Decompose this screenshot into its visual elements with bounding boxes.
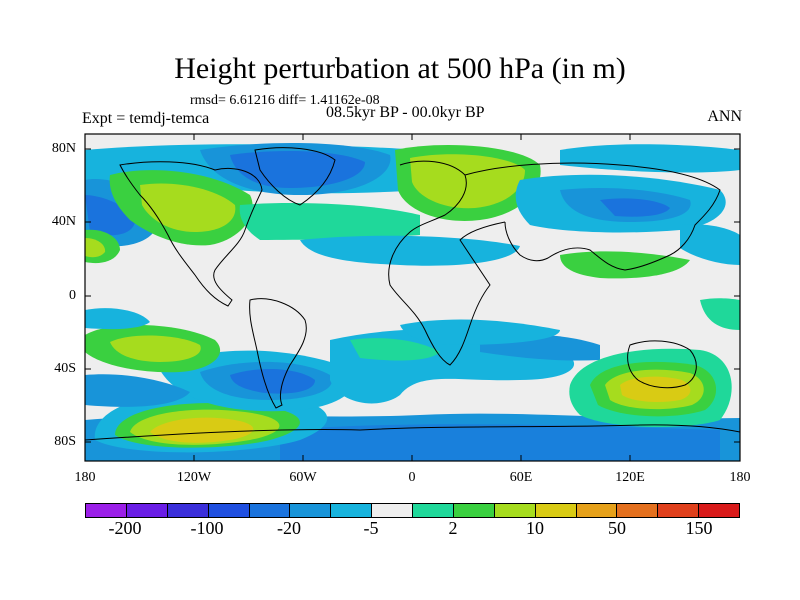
- lat-tick-label: 40S: [54, 361, 76, 376]
- lon-tick-label: 180: [729, 470, 751, 485]
- colorbar-swatch: [290, 504, 332, 517]
- colorbar-label: -100: [190, 518, 224, 538]
- lon-tick-label: 60W: [289, 470, 317, 485]
- map-title: Height perturbation at 500 hPa (in m): [174, 52, 626, 85]
- colorbar-swatch: [86, 504, 127, 517]
- colorbar-label: -20: [277, 518, 301, 538]
- contour-field: [85, 134, 740, 461]
- colorbar-swatch: [453, 504, 495, 517]
- lat-tick-label: 80N: [51, 141, 76, 156]
- colorbar-swatch: [167, 504, 209, 517]
- lon-tick-label: 120W: [176, 470, 212, 485]
- colorbar-label: -200: [108, 518, 142, 538]
- colorbar-label: 150: [685, 518, 713, 538]
- lon-tick-label: 120E: [615, 470, 645, 485]
- colorbar-swatch: [535, 504, 577, 517]
- coastlines: [85, 147, 740, 441]
- colorbar-swatch: [249, 504, 291, 517]
- colorbar-swatch: [413, 504, 454, 517]
- colorbar-swatch: [699, 504, 739, 517]
- colorbar-swatch: [576, 504, 618, 517]
- colorbar-swatch: [658, 504, 700, 517]
- colorbar: [85, 503, 740, 518]
- colorbar-swatch: [617, 504, 659, 517]
- colorbar-swatch: [331, 504, 373, 517]
- colorbar-label: 50: [608, 518, 626, 538]
- colorbar-label: -5: [363, 518, 379, 538]
- lat-tick-label: 40N: [51, 214, 76, 229]
- colorbar-swatch: [208, 504, 250, 517]
- colorbar-swatch: [126, 504, 168, 517]
- lon-tick-label: 0: [408, 470, 416, 485]
- experiment-label: Expt = temdj-temca: [82, 110, 210, 127]
- axis-ticks: [84, 134, 741, 461]
- colorbar-swatch: [494, 504, 536, 517]
- season-label: ANN: [707, 108, 742, 125]
- colorbar-label: 10: [526, 518, 544, 538]
- period-label: 08.5kyr BP - 00.0kyr BP: [326, 104, 485, 121]
- colorbar-label: 2: [448, 518, 458, 538]
- lon-tick-label: 180: [74, 470, 96, 485]
- lat-tick-label: 0: [69, 288, 76, 303]
- rmsd-stats: rmsd= 6.61216 diff= 1.41162e-08: [190, 93, 380, 108]
- lat-tick-label: 80S: [54, 434, 76, 449]
- colorbar-swatch: [372, 504, 413, 517]
- lon-tick-label: 60E: [509, 470, 533, 485]
